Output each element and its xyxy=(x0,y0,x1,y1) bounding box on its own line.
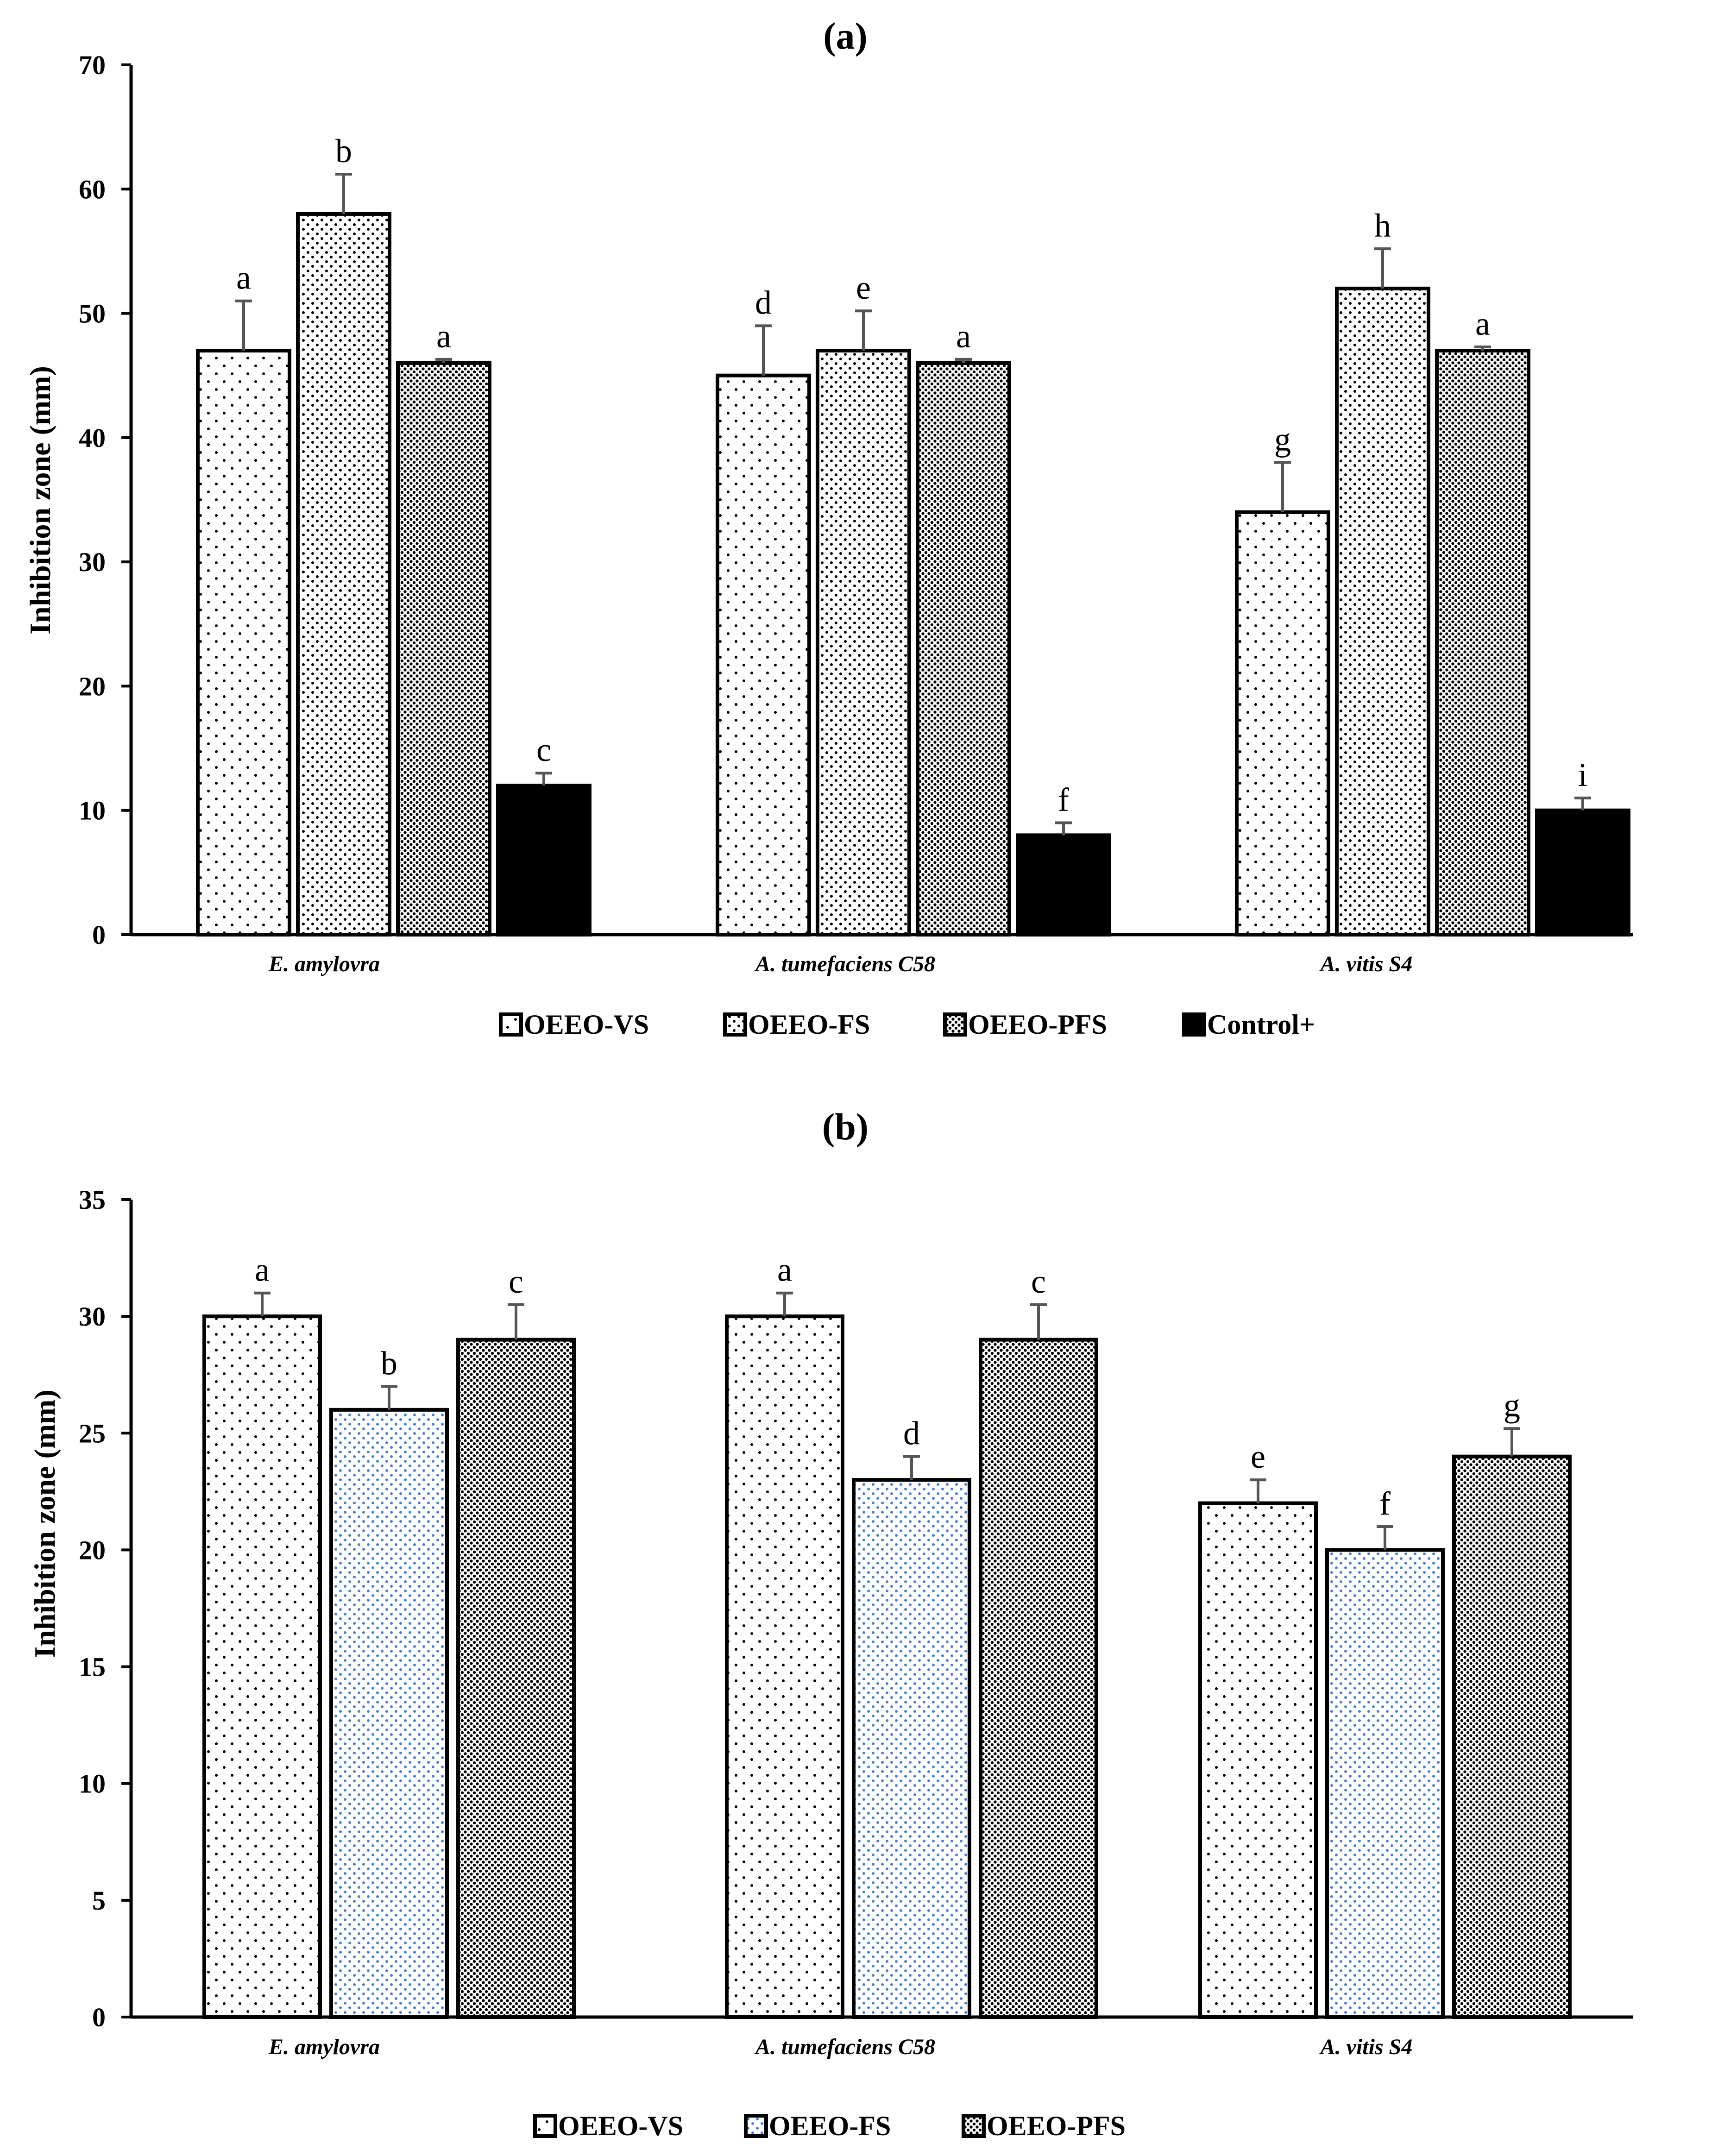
panel-a-significance-letter: a xyxy=(236,259,251,296)
panel-a-y-tick-label: 40 xyxy=(79,423,106,453)
panel-b-bar xyxy=(979,1338,1098,2019)
legend-item: OEEO-VS xyxy=(499,1009,649,1040)
panel-a-significance-letter: b xyxy=(335,132,352,170)
panel-a-bar xyxy=(396,361,491,937)
legend-label: OEEO-VS xyxy=(524,1009,649,1040)
legend-swatch xyxy=(943,1012,967,1037)
legend-swatch xyxy=(1182,1012,1206,1037)
panel-b-significance-letter: g xyxy=(1504,1387,1520,1424)
legend-label: OEEO-PFS xyxy=(987,2111,1126,2141)
panel-a-y-tick-label: 20 xyxy=(79,671,106,701)
panel-a-significance-letter: h xyxy=(1374,207,1391,244)
panel-a-bar xyxy=(716,373,811,937)
panel-a-significance-letter: d xyxy=(755,284,772,321)
panel-b-y-tick-label: 5 xyxy=(92,1886,106,1916)
panel-a-category-label: A. tumefaciens C58 xyxy=(754,952,935,976)
panel-a-category-label: E. amylovra xyxy=(268,952,380,976)
legend-swatch xyxy=(744,2114,768,2138)
panel-b-significance-letter: c xyxy=(509,1263,523,1300)
panel-a-bar xyxy=(196,349,291,937)
panel-a-significance-letter: a xyxy=(1475,305,1490,342)
legend-swatch xyxy=(723,1012,747,1037)
panel-a-bar xyxy=(816,349,911,937)
panel-a-title: (a) xyxy=(823,15,868,57)
legend-item: OEEO-PFS xyxy=(943,1009,1107,1040)
panel-a-category-label: A. vitis S4 xyxy=(1319,952,1413,976)
legend-item: OEEO-PFS xyxy=(962,2111,1126,2141)
panel-a-bars: a b a c d e a f g h a i xyxy=(196,132,1630,937)
panel-b-category-label: A. vitis S4 xyxy=(1319,2035,1413,2059)
panel-a-y-tick-label: 70 xyxy=(79,50,106,80)
legend-swatch xyxy=(499,1012,523,1037)
legend-swatch xyxy=(962,2114,986,2138)
panel-b-y-tick-label: 15 xyxy=(79,1652,106,1682)
panel-b-bars: a b c a d c e f g xyxy=(202,1251,1572,2019)
panel-a-bar xyxy=(496,784,592,937)
panel-b-significance-letter: c xyxy=(1031,1263,1046,1300)
panel-a-significance-letter: g xyxy=(1274,421,1291,458)
panel-a-y-tick-label: 0 xyxy=(92,920,106,950)
panel-b-bar xyxy=(1452,1454,1572,2019)
panel-a-significance-letter: c xyxy=(536,731,551,768)
panel-a-bar xyxy=(1016,833,1111,937)
panel-b-category-label: E. amylovra xyxy=(268,2035,380,2059)
panel-a-bar xyxy=(916,361,1011,937)
panel-b-legend: OEEO-VS OEEO-FS OEEO-PFS xyxy=(533,2111,1126,2141)
legend-label: OEEO-PFS xyxy=(968,1009,1107,1040)
panel-b-significance-letter: d xyxy=(903,1415,920,1452)
panel-b-y-tick-label: 25 xyxy=(79,1418,106,1448)
panel-a-significance-letter: a xyxy=(436,318,451,355)
panel-a-y-tick-label: 50 xyxy=(79,299,106,329)
panel-b-y-tick-label: 35 xyxy=(79,1185,106,1215)
panel-b-y-ticks: 0 5 10 15 20 25 30 35 xyxy=(79,1185,131,2032)
panel-a-bar xyxy=(1535,808,1630,937)
legend-item: OEEO-FS xyxy=(744,2111,891,2141)
panel-b-bar xyxy=(852,1478,971,2019)
panel-a-bar xyxy=(1435,349,1530,937)
panel-a: (a) Inhibition zone (mm) 0 10 20 30 40 50 60 70… xyxy=(24,15,1633,1040)
legend-label: OEEO-VS xyxy=(558,2111,683,2141)
panel-a-y-axis-label: Inhibition zone (mm) xyxy=(24,366,57,635)
legend-label: Control+ xyxy=(1207,1009,1315,1040)
legend-label: OEEO-FS xyxy=(748,1009,870,1040)
panel-b-significance-letter: a xyxy=(255,1251,270,1289)
panel-a-y-ticks: 0 10 20 30 40 50 60 70 xyxy=(79,50,131,950)
panel-a-bar xyxy=(1335,286,1430,937)
panel-a-significance-letter: i xyxy=(1578,756,1587,793)
panel-b-significance-letter: f xyxy=(1379,1485,1391,1522)
panel-a-y-tick-label: 10 xyxy=(79,796,106,826)
legend-label: OEEO-FS xyxy=(769,2111,891,2141)
panel-b-y-tick-label: 0 xyxy=(92,2002,106,2032)
panel-a-bar xyxy=(296,212,391,937)
panel-a-significance-letter: a xyxy=(956,318,971,355)
panel-a-legend: OEEO-VS OEEO-FS OEEO-PFS Control+ xyxy=(499,1009,1315,1040)
panel-b-bar xyxy=(1325,1548,1445,2019)
panel-b: (b) Inhibition zone (mm) 05101520253035 … xyxy=(28,1106,1633,2141)
panel-b-significance-letter: a xyxy=(777,1251,792,1289)
panel-b-bar xyxy=(725,1314,844,2019)
panel-b-bar xyxy=(329,1408,449,2019)
panel-b-significance-letter: e xyxy=(1251,1438,1265,1475)
panel-b-y-axis-label: Inhibition zone (mm) xyxy=(28,1389,61,1658)
panel-b-y-tick-label: 20 xyxy=(79,1535,106,1565)
legend-item: OEEO-FS xyxy=(723,1009,870,1040)
panel-a-significance-letter: f xyxy=(1058,781,1069,818)
legend-item: Control+ xyxy=(1182,1009,1315,1040)
panel-a-bar xyxy=(1235,510,1330,937)
panel-b-title: (b) xyxy=(822,1106,868,1148)
legend-item: OEEO-VS xyxy=(533,2111,683,2141)
panel-b-bar xyxy=(456,1338,576,2019)
panel-a-y-tick-label: 60 xyxy=(79,174,106,204)
panel-b-bar xyxy=(202,1314,322,2019)
panel-b-category-label: A. tumefaciens C58 xyxy=(754,2035,935,2059)
legend-swatch xyxy=(533,2114,557,2138)
panel-a-significance-letter: e xyxy=(856,269,871,306)
panel-b-y-tick-label: 10 xyxy=(79,1769,106,1799)
panel-a-y-tick-label: 30 xyxy=(79,547,106,577)
panel-b-y-tick-label: 30 xyxy=(79,1301,106,1332)
panel-b-significance-letter: b xyxy=(381,1345,397,1382)
panel-b-bar xyxy=(1198,1501,1318,2019)
